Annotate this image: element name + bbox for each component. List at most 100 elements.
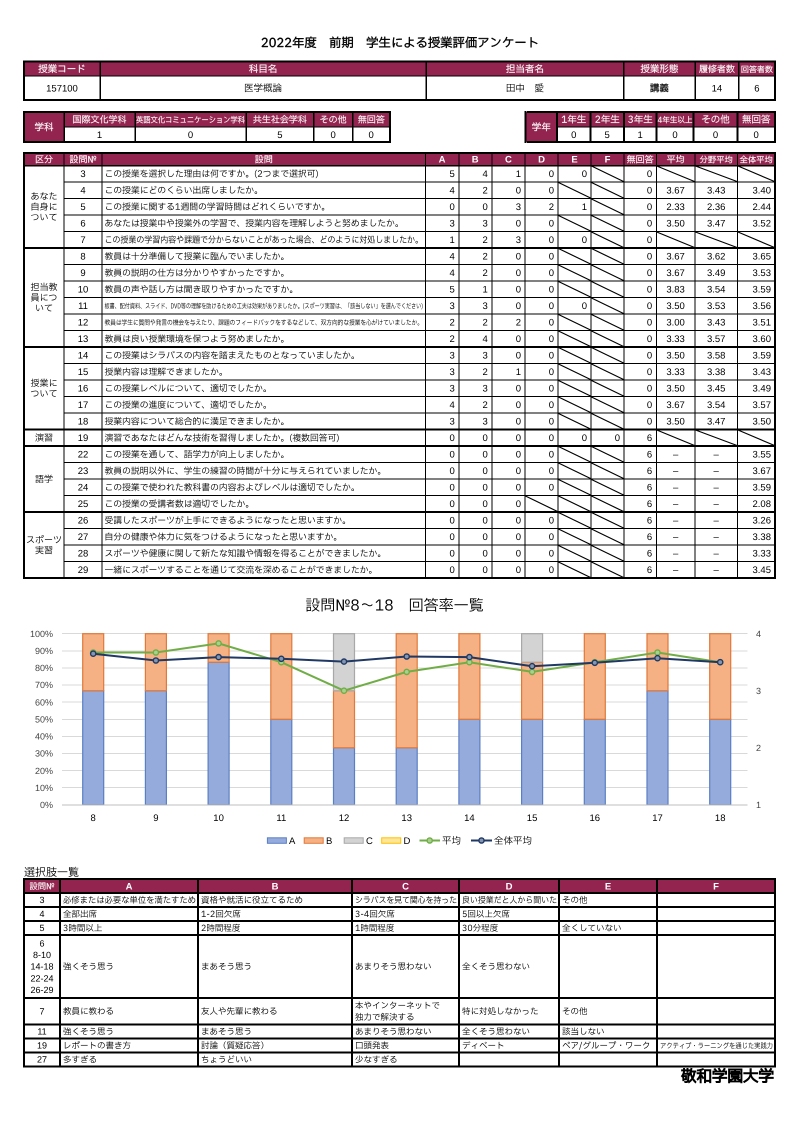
svg-text:0: 0 — [549, 433, 554, 444]
svg-text:3.59: 3.59 — [753, 284, 772, 295]
svg-text:100%: 100% — [30, 629, 53, 639]
svg-text:5: 5 — [605, 130, 610, 141]
svg-text:3.38: 3.38 — [753, 532, 772, 543]
svg-text:2: 2 — [483, 268, 488, 279]
svg-text:1: 1 — [516, 169, 521, 180]
svg-text:3: 3 — [450, 383, 455, 394]
svg-text:20%: 20% — [35, 766, 53, 776]
svg-text:2: 2 — [516, 317, 521, 328]
svg-text:3.43: 3.43 — [707, 185, 726, 196]
svg-text:3.00: 3.00 — [666, 317, 685, 328]
svg-text:0: 0 — [483, 466, 488, 477]
svg-text:28: 28 — [78, 549, 89, 560]
svg-text:1: 1 — [97, 130, 102, 141]
svg-text:0: 0 — [582, 169, 587, 180]
svg-text:0: 0 — [647, 185, 652, 196]
svg-text:0: 0 — [549, 185, 554, 196]
svg-text:0: 0 — [754, 130, 759, 141]
svg-text:0: 0 — [549, 317, 554, 328]
svg-text:0: 0 — [516, 251, 521, 262]
svg-text:40%: 40% — [35, 732, 53, 742]
svg-text:22: 22 — [78, 449, 89, 460]
svg-text:3.33: 3.33 — [666, 334, 685, 345]
svg-text:2.36: 2.36 — [707, 202, 726, 213]
svg-text:0: 0 — [549, 416, 554, 427]
svg-text:2: 2 — [483, 235, 488, 246]
svg-text:–: – — [673, 532, 679, 543]
svg-text:3: 3 — [483, 416, 488, 427]
svg-text:3.50: 3.50 — [666, 301, 685, 312]
svg-text:0: 0 — [516, 383, 521, 394]
svg-text:0: 0 — [549, 350, 554, 361]
svg-text:0: 0 — [582, 433, 587, 444]
svg-text:0: 0 — [450, 449, 455, 460]
svg-text:2: 2 — [483, 317, 488, 328]
svg-text:3.52: 3.52 — [753, 218, 772, 229]
svg-text:–: – — [714, 532, 720, 543]
svg-text:6: 6 — [39, 939, 44, 949]
svg-text:0: 0 — [516, 350, 521, 361]
svg-text:0: 0 — [672, 130, 677, 141]
svg-text:3.67: 3.67 — [666, 251, 685, 262]
svg-text:3.55: 3.55 — [753, 449, 772, 460]
svg-text:2: 2 — [483, 185, 488, 196]
svg-text:0: 0 — [549, 334, 554, 345]
svg-text:3.26: 3.26 — [753, 516, 772, 527]
svg-text:30%: 30% — [35, 749, 53, 759]
svg-text:1: 1 — [756, 800, 761, 810]
svg-text:8-10: 8-10 — [33, 950, 51, 960]
svg-text:0: 0 — [516, 516, 521, 527]
svg-text:0: 0 — [483, 433, 488, 444]
svg-text:3.50: 3.50 — [666, 218, 685, 229]
svg-text:0: 0 — [713, 130, 718, 141]
svg-text:7: 7 — [39, 1007, 44, 1017]
svg-text:5: 5 — [277, 130, 282, 141]
svg-text:3: 3 — [80, 169, 85, 180]
svg-text:0: 0 — [549, 482, 554, 493]
svg-text:11: 11 — [78, 301, 88, 312]
svg-text:6: 6 — [647, 516, 652, 527]
svg-text:16: 16 — [78, 383, 89, 394]
svg-text:6: 6 — [754, 83, 759, 94]
svg-text:3.43: 3.43 — [707, 317, 726, 328]
svg-text:4: 4 — [483, 169, 488, 180]
svg-text:0: 0 — [647, 317, 652, 328]
svg-text:3.67: 3.67 — [666, 268, 685, 279]
svg-text:0: 0 — [549, 169, 554, 180]
svg-text:D: D — [404, 836, 411, 847]
svg-text:3.54: 3.54 — [707, 400, 726, 411]
svg-text:6: 6 — [80, 218, 85, 229]
svg-text:6: 6 — [647, 499, 652, 510]
svg-text:50%: 50% — [35, 715, 53, 725]
svg-text:13: 13 — [401, 813, 412, 824]
svg-text:0: 0 — [647, 169, 652, 180]
svg-text:0: 0 — [450, 499, 455, 510]
svg-text:C: C — [366, 836, 373, 847]
svg-text:3: 3 — [483, 301, 488, 312]
svg-text:0: 0 — [647, 334, 652, 345]
svg-text:6: 6 — [647, 549, 652, 560]
svg-text:0: 0 — [615, 433, 620, 444]
svg-text:0: 0 — [483, 532, 488, 543]
svg-text:0: 0 — [647, 235, 652, 246]
svg-text:80%: 80% — [35, 663, 53, 673]
svg-text:0: 0 — [549, 565, 554, 576]
svg-text:–: – — [714, 549, 720, 560]
svg-text:3.45: 3.45 — [753, 565, 772, 576]
svg-text:3.59: 3.59 — [753, 482, 772, 493]
svg-text:–: – — [673, 565, 679, 576]
svg-text:0: 0 — [647, 284, 652, 295]
svg-text:1: 1 — [450, 235, 455, 246]
svg-text:17: 17 — [78, 400, 89, 411]
svg-text:3: 3 — [450, 218, 455, 229]
svg-text:0: 0 — [516, 334, 521, 345]
svg-text:0: 0 — [549, 268, 554, 279]
svg-text:0: 0 — [549, 516, 554, 527]
svg-text:0: 0 — [483, 516, 488, 527]
svg-text:0: 0 — [483, 202, 488, 213]
svg-text:7: 7 — [80, 235, 85, 246]
svg-text:3.50: 3.50 — [666, 416, 685, 427]
svg-text:4: 4 — [483, 334, 488, 345]
svg-text:0: 0 — [483, 549, 488, 560]
svg-text:0: 0 — [549, 251, 554, 262]
